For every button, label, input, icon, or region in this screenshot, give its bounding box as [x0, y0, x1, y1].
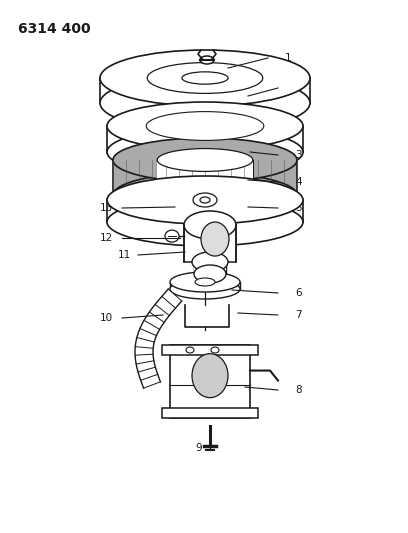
Polygon shape: [157, 160, 253, 195]
Ellipse shape: [157, 149, 253, 172]
Ellipse shape: [211, 347, 219, 353]
Ellipse shape: [201, 222, 229, 256]
Polygon shape: [113, 160, 297, 195]
Polygon shape: [162, 408, 258, 418]
Ellipse shape: [146, 111, 264, 140]
Polygon shape: [100, 78, 310, 103]
Ellipse shape: [113, 173, 297, 217]
Text: 11: 11: [118, 250, 131, 260]
Polygon shape: [194, 262, 226, 274]
Ellipse shape: [193, 193, 217, 207]
Text: 7: 7: [295, 310, 302, 320]
Ellipse shape: [100, 75, 310, 131]
Ellipse shape: [147, 62, 263, 93]
Polygon shape: [107, 200, 303, 222]
Ellipse shape: [192, 354, 228, 398]
Ellipse shape: [100, 50, 310, 106]
Polygon shape: [184, 225, 236, 262]
Ellipse shape: [165, 230, 179, 242]
Text: 5: 5: [295, 203, 302, 213]
Ellipse shape: [107, 128, 303, 176]
Text: 10: 10: [100, 313, 113, 323]
Text: 9: 9: [195, 443, 202, 453]
Text: 6: 6: [295, 288, 302, 298]
Ellipse shape: [170, 272, 240, 292]
Ellipse shape: [107, 102, 303, 150]
Ellipse shape: [200, 197, 210, 203]
Polygon shape: [135, 289, 182, 388]
Ellipse shape: [170, 279, 240, 299]
Polygon shape: [162, 345, 258, 355]
Ellipse shape: [186, 347, 194, 353]
Ellipse shape: [182, 72, 228, 84]
Text: 3: 3: [295, 150, 302, 160]
Polygon shape: [170, 345, 250, 418]
Ellipse shape: [184, 211, 236, 239]
Ellipse shape: [157, 183, 253, 206]
Text: 6314 400: 6314 400: [18, 22, 91, 36]
Ellipse shape: [113, 138, 297, 182]
Ellipse shape: [194, 265, 226, 283]
Polygon shape: [170, 282, 240, 289]
Text: 4: 4: [295, 177, 302, 187]
Text: 8: 8: [295, 385, 302, 395]
Text: 2: 2: [295, 83, 302, 93]
Text: 1: 1: [285, 53, 292, 63]
Polygon shape: [107, 126, 303, 152]
Ellipse shape: [192, 252, 228, 272]
Ellipse shape: [107, 176, 303, 224]
Text: 13: 13: [100, 203, 113, 213]
Ellipse shape: [107, 198, 303, 246]
Ellipse shape: [200, 56, 214, 64]
Ellipse shape: [195, 278, 215, 286]
Text: 12: 12: [100, 233, 113, 243]
